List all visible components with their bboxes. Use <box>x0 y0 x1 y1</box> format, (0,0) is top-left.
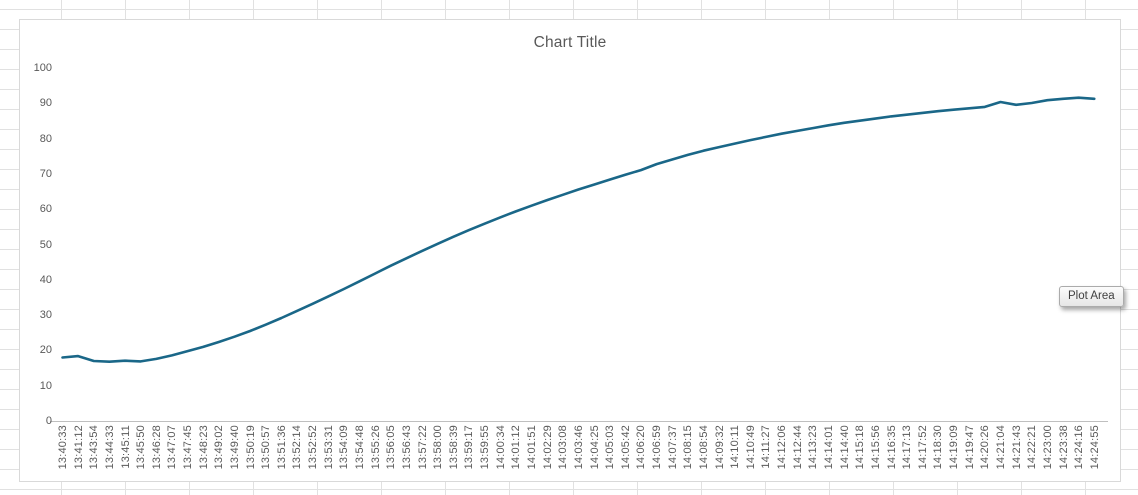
y-axis-label: 100 <box>33 62 52 75</box>
y-axis-label: 50 <box>39 238 52 251</box>
y-axis-label: 20 <box>39 344 52 357</box>
y-axis-label: 40 <box>39 273 52 286</box>
y-axis-label: 60 <box>39 203 52 216</box>
y-axis-label: 70 <box>39 167 52 180</box>
y-axis-label: 80 <box>39 132 52 145</box>
y-axis-label: 10 <box>39 379 52 392</box>
plot-area-tooltip: Plot Area <box>1059 286 1124 307</box>
chart-object[interactable]: Chart Title 0 10 20 30 40 50 60 70 80 90 100 13:40… <box>19 19 1124 482</box>
y-axis-label: 90 <box>39 97 52 110</box>
series-line <box>61 96 1096 364</box>
y-axis-label: 30 <box>39 309 52 322</box>
chart-title: Chart Title <box>533 34 607 51</box>
series-line-svg <box>61 96 1096 364</box>
y-axis-label: 0 <box>45 415 52 427</box>
x-axis-line <box>50 421 1108 422</box>
